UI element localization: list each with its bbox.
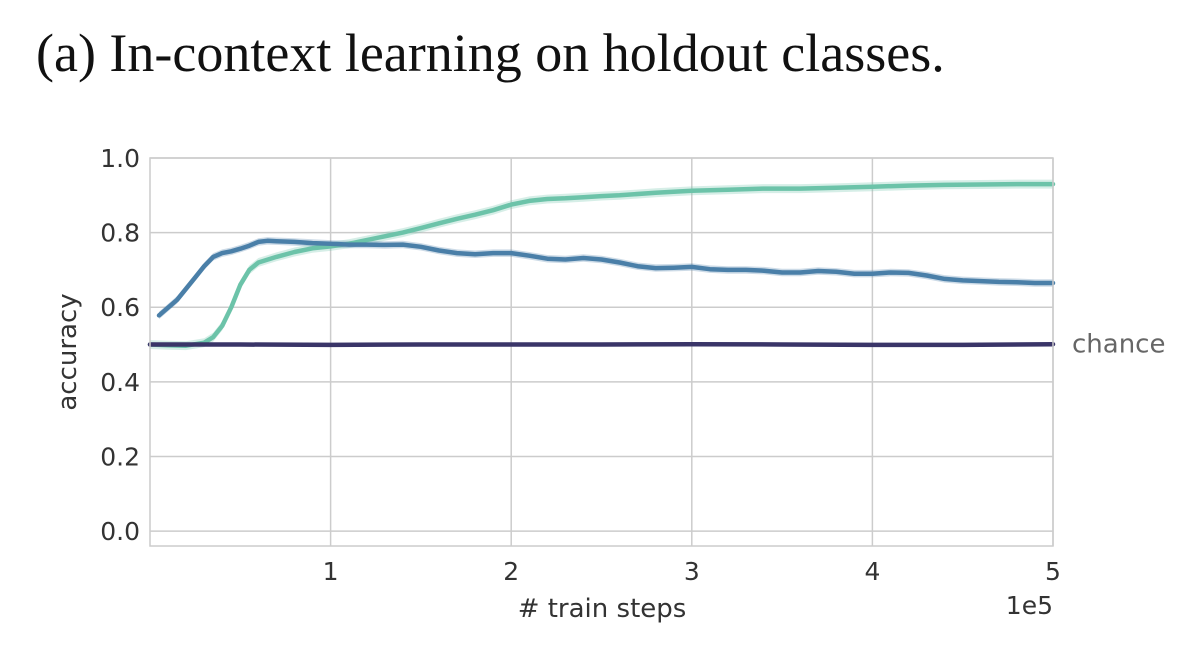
x-tick-label-3: 4 xyxy=(864,557,880,586)
y-tick-label-3: 0.6 xyxy=(100,293,140,322)
y-tick-label-0: 0.0 xyxy=(100,517,140,546)
y-tick-label-5: 1.0 xyxy=(100,144,140,173)
x-tick-label-4: 5 xyxy=(1045,557,1061,586)
grid-lines xyxy=(150,157,1054,546)
series-line-2 xyxy=(147,341,1056,348)
chance-annotation: chance xyxy=(1072,330,1165,360)
y-tick-label-2: 0.4 xyxy=(100,368,140,397)
series-line-0 xyxy=(147,181,1056,348)
figure-caption: (a) In-context learning on holdout class… xyxy=(36,23,945,83)
plot-frame xyxy=(149,157,1054,547)
series-band-0 xyxy=(150,179,1053,351)
y-tick-label-1: 0.2 xyxy=(100,442,140,471)
x-tick-label-2: 3 xyxy=(684,557,700,586)
x-axis-offset-label: 1e5 xyxy=(1006,591,1053,620)
x-axis-label: # train steps xyxy=(518,594,687,624)
x-tick-label-0: 1 xyxy=(323,557,339,586)
series-line-1 xyxy=(156,238,1056,318)
y-axis-label: accuracy xyxy=(53,293,83,410)
confidence-bands xyxy=(150,179,1053,351)
x-tick-label-1: 2 xyxy=(503,557,519,586)
plot-border xyxy=(149,157,1054,547)
y-tick-label-4: 0.8 xyxy=(100,219,140,248)
series-lines xyxy=(147,181,1056,348)
tick-labels: 1 2 3 4 5 0.0 0.2 0.4 0.6 0.8 1.0 xyxy=(100,144,1061,586)
